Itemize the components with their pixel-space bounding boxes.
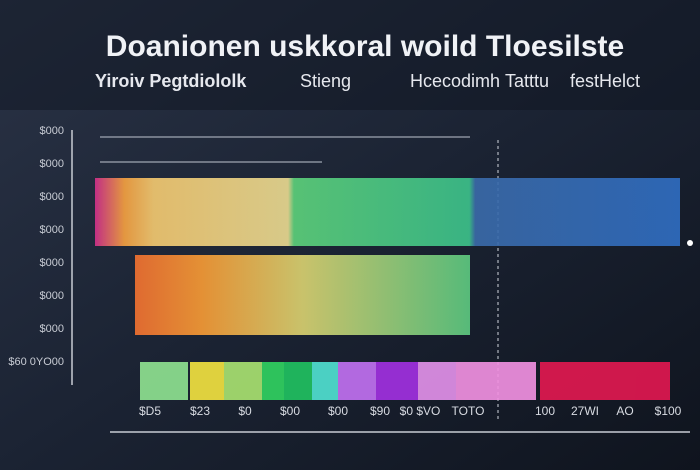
x-tick-label: AO (616, 404, 633, 418)
x-tick-label: $00 (280, 404, 300, 418)
marker (687, 240, 693, 246)
x-tick-label: 27WI (571, 404, 599, 418)
y-tick-label: $000 (40, 257, 64, 269)
y-tick-label: $000 (40, 191, 64, 203)
y-tick-label: $000 (40, 323, 64, 335)
x-tick-label: $100 (655, 404, 682, 418)
y-tick-label: $60 0YO00 (8, 356, 64, 368)
y-tick-label: $000 (40, 224, 64, 236)
y-tick-label: $000 (40, 290, 64, 302)
x-tick-label: 100 (535, 404, 555, 418)
x-tick-label: $0 (238, 404, 252, 418)
legend-item: festHelct (570, 71, 640, 91)
x-tick-label: TOTO (452, 404, 485, 418)
bar-row (95, 178, 680, 246)
legend-item: Tatttu (505, 71, 549, 91)
title: Doanionen uskkoral woild Tloesilste (106, 30, 624, 63)
x-tick-label: $90 (370, 404, 390, 418)
y-tick-label: $000 (40, 125, 64, 137)
x-tick-label: $D5 (139, 404, 161, 418)
top-shade (0, 0, 700, 110)
x-tick-label: $00 (328, 404, 348, 418)
legend-item: Hcecodimh (410, 71, 500, 91)
bar-row (140, 362, 670, 400)
x-tick-label: $0 $VO (400, 404, 441, 418)
legend-item: Yiroiv Pegtdiololk (95, 71, 247, 91)
y-tick-label: $000 (40, 158, 64, 170)
bar-row (135, 255, 470, 335)
x-tick-label: $23 (190, 404, 210, 418)
legend-item: Stieng (300, 71, 351, 91)
